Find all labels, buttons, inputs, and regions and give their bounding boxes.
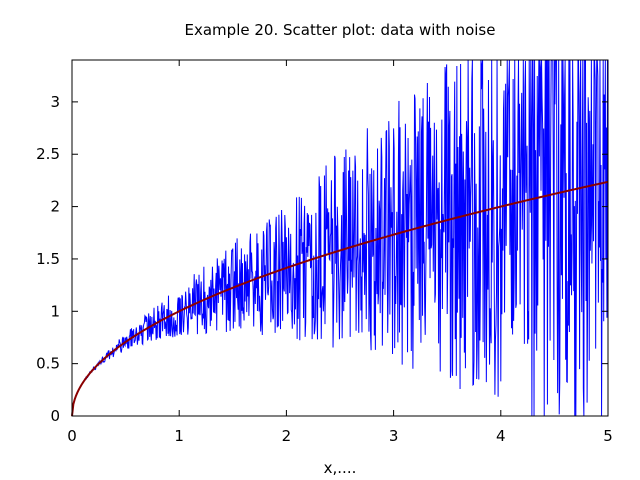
x-tick-label: 5 <box>603 427 613 445</box>
x-tick-label: 1 <box>174 427 184 445</box>
x-tick-label: 2 <box>282 427 292 445</box>
y-tick-label: 2 <box>50 198 60 216</box>
plot-area <box>71 59 609 417</box>
x-axis-label: x,.... <box>324 459 357 477</box>
x-tick-label: 3 <box>389 427 399 445</box>
y-tick-label: 0 <box>50 407 60 425</box>
y-tick-label: 1.5 <box>36 250 60 268</box>
y-tick-label: 1 <box>50 302 60 320</box>
chart-title: Example 20. Scatter plot: data with nois… <box>185 21 496 39</box>
y-tick-label: 3 <box>50 93 60 111</box>
x-tick-label: 4 <box>496 427 506 445</box>
series-sqrt-x <box>71 180 609 417</box>
y-tick-label: 2.5 <box>36 145 60 163</box>
y-tick-label: 0.5 <box>36 355 60 373</box>
axis-ticks: 0 1 2 3 4 5 0 0.5 1 1.5 2 2.5 3 <box>36 60 613 445</box>
x-tick-label: 0 <box>67 427 77 445</box>
series-data-with-noise <box>71 59 608 417</box>
plot-frame <box>71 59 609 417</box>
